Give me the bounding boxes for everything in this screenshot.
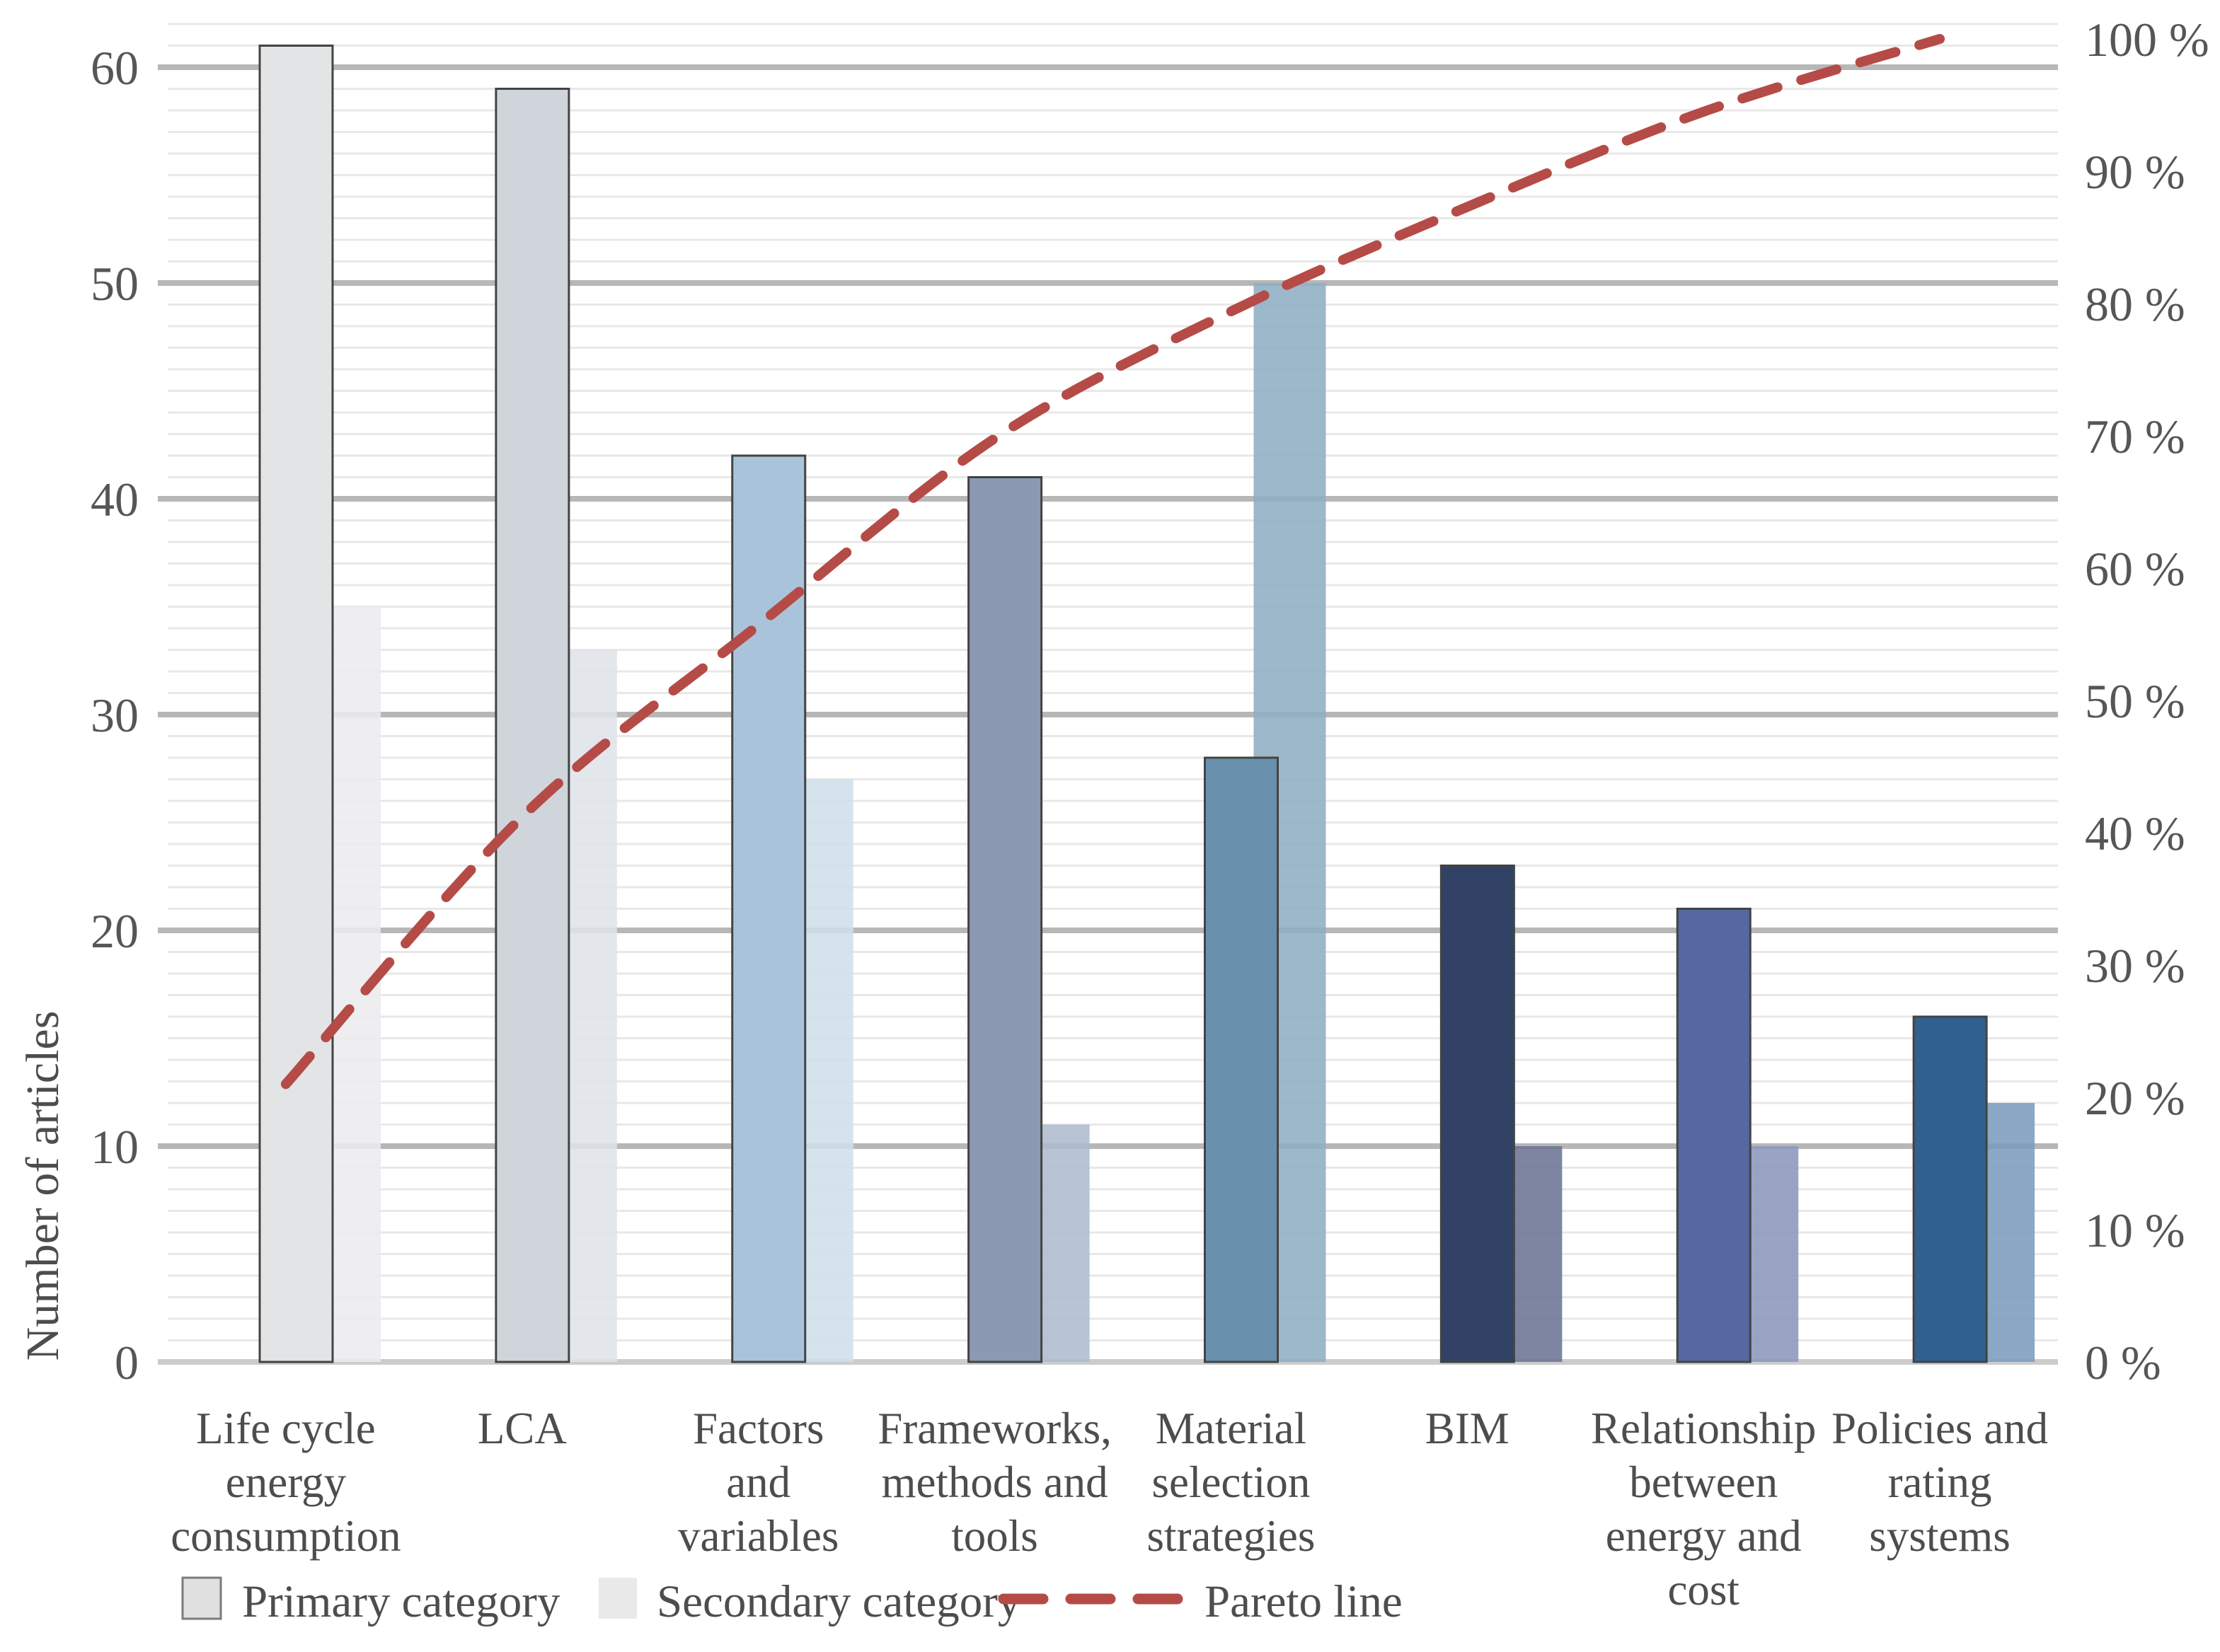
pct-tick-label-40: 40 % [2085, 807, 2185, 860]
primary-bar-6 [1439, 865, 1515, 1363]
pct-tick-label-60: 60 % [2085, 542, 2185, 596]
pct-tick-label-50: 50 % [2085, 674, 2185, 728]
pareto-line-path [280, 34, 1945, 1090]
bars [258, 45, 2035, 1363]
category-label-4: Frameworks, methods and tools [878, 1404, 1112, 1561]
legend-primary-label: Primary category [242, 1576, 560, 1627]
y-tick-label-10: 10 [91, 1120, 139, 1174]
y-tick-label-60: 60 [91, 41, 139, 95]
primary-bar-8 [1912, 1015, 1988, 1363]
pct-tick-label-20: 20 % [2085, 1071, 2185, 1125]
legend: Primary category Secondary category Pare… [181, 1576, 1403, 1627]
pct-tick-label-90: 90 % [2085, 145, 2185, 199]
primary-bar-4 [967, 476, 1043, 1363]
category-label-7: Relationship between energy and cost [1591, 1404, 1816, 1615]
pct-tick-label-0: 0 % [2085, 1336, 2161, 1390]
y-tick-label-0: 0 [115, 1336, 139, 1390]
y-tick-label-30: 30 [91, 688, 139, 742]
legend-secondary-label: Secondary category [657, 1576, 1021, 1627]
y-axis-title: Number of articles [17, 1011, 69, 1361]
primary-bar-1 [258, 45, 334, 1363]
legend-primary-swatch [181, 1576, 222, 1620]
y-tick-label-50: 50 [91, 257, 139, 311]
primary-bar-7 [1676, 908, 1752, 1363]
category-label-3: Factors and variables [678, 1404, 839, 1561]
y-tick-label-40: 40 [91, 473, 139, 526]
pct-tick-label-100: 100 % [2085, 13, 2209, 67]
pct-tick-label-10: 10 % [2085, 1203, 2185, 1257]
category-label-1: Life cycle energy consumption [171, 1404, 401, 1561]
y-tick-label-20: 20 [91, 904, 139, 958]
left-axis-ticks: 0 10 20 30 40 50 60 [91, 41, 139, 1390]
legend-secondary-swatch [599, 1578, 637, 1619]
primary-bar-2 [495, 88, 570, 1363]
pct-tick-label-30: 30 % [2085, 939, 2185, 993]
category-label-2: LCA [478, 1404, 568, 1453]
category-label-6: BIM [1425, 1404, 1509, 1453]
category-labels: Life cycle energy consumption LCA Factors and… [171, 1404, 2048, 1615]
right-axis-ticks: 0 % 10 % 20 % 30 % 40 % 50 % 60 % 70 % 80 % 90 % 1… [2085, 13, 2209, 1390]
legend-pareto-label: Pareto line [1204, 1576, 1403, 1627]
category-label-5: Material selection strategies [1146, 1404, 1315, 1561]
primary-bar-3 [731, 454, 807, 1363]
primary-bar-5 [1204, 756, 1279, 1363]
category-label-8: Policies and rating systems [1831, 1404, 2048, 1561]
pct-tick-label-70: 70 % [2085, 410, 2185, 463]
pareto-line [280, 34, 1945, 1090]
pct-tick-label-80: 80 % [2085, 277, 2185, 331]
